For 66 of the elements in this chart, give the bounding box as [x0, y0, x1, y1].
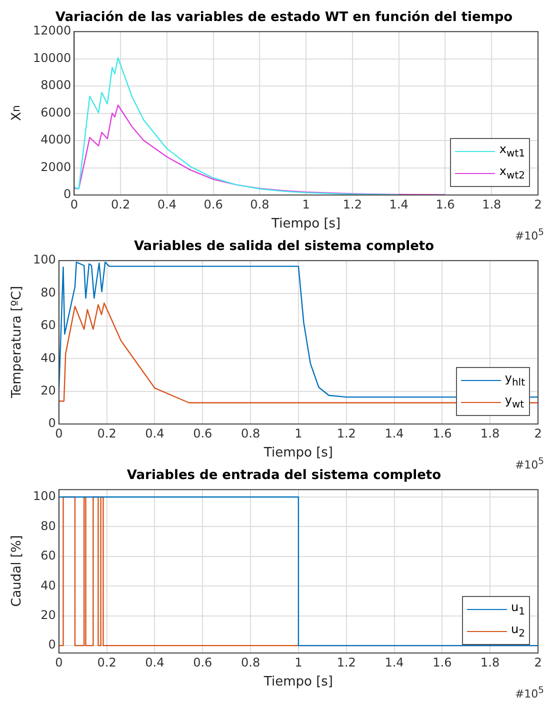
legend-label: x$_{wt1}$	[499, 141, 525, 162]
y-tick-label: 6000	[40, 105, 72, 120]
x-axis-title: Tiempo [s]	[270, 216, 341, 232]
x-tick-label: 1.8	[482, 197, 502, 212]
y-tick-label: 20	[40, 608, 56, 622]
x-tick-label: 0.4	[145, 426, 164, 440]
x-tick-label: 2	[534, 655, 542, 670]
y-tick-label: 10000	[32, 50, 72, 65]
y-tick-label: 2000	[40, 160, 72, 174]
x-tick-label: 1	[294, 655, 302, 670]
y-tick-label: 20	[40, 383, 56, 398]
x-tick-label: 1	[302, 197, 310, 212]
y-tick-label: 100	[33, 252, 56, 267]
y-tick-label: 8000	[40, 78, 72, 92]
y-tick-label: 60	[40, 548, 56, 563]
x-tick-label: 1.2	[342, 197, 362, 212]
y-tick-label: 12000	[32, 24, 72, 38]
x-tick-label: 0.2	[111, 197, 130, 212]
y-axis-title: Temperatura [ºC]	[10, 286, 24, 398]
x-tick-label: 0.6	[193, 426, 212, 440]
x-axis-title: Tiempo [s]	[262, 446, 333, 461]
y-tick-label: 0	[48, 416, 56, 430]
x-tick-label: 1	[294, 426, 302, 440]
y-tick-label: 40	[40, 578, 56, 592]
x-tick-label: 1.6	[432, 426, 452, 440]
x-tick-label: 0.6	[204, 197, 223, 212]
x-tick-label: 1.8	[480, 655, 500, 670]
x-tick-label: 0.8	[240, 655, 260, 670]
y-tick-label: 100	[33, 489, 56, 504]
x-tick-label: 1.4	[384, 426, 404, 440]
x-tick-label: 1.2	[336, 655, 356, 670]
legend-label: x$_{wt2}$	[499, 162, 525, 183]
legend-label: u$_{1}$	[511, 599, 525, 620]
x-tick-label: 1.6	[432, 655, 452, 670]
legend-label: y$_{hlt}$	[504, 370, 525, 391]
x-tick-label: 0.8	[240, 426, 260, 440]
x-tick-label: 0.2	[97, 426, 116, 440]
x-axis-title: Tiempo [s]	[262, 674, 333, 690]
y-axis-title: Caudal [%]	[10, 535, 24, 608]
chart-title: Variables de entrada del sistema completo	[126, 468, 442, 484]
chart-title: Variables de salida del sistema completo	[134, 239, 434, 254]
x-tick-label: 1.4	[384, 655, 404, 670]
x-tick-label: 1.6	[436, 197, 455, 212]
y-tick-label: 80	[40, 285, 56, 300]
x-tick-label: 2	[534, 197, 542, 212]
legend-label: u$_{2}$	[511, 620, 525, 641]
y-tick-label: 0	[48, 638, 56, 652]
chart-title: Variación de las variables de estado WT en función del tiempo	[55, 10, 513, 26]
x-tick-label: 0.6	[193, 655, 212, 670]
text: #10$^{5}$	[514, 456, 544, 472]
x-tick-label: 0.8	[250, 197, 270, 212]
y-tick-label: 60	[40, 318, 56, 332]
x-tick-label: 1.4	[389, 197, 408, 212]
text: #10$^{5}$	[514, 227, 544, 243]
x-tick-label: 0.4	[157, 197, 176, 212]
x-tick-label: 1.8	[480, 426, 500, 440]
y-tick-label: 80	[40, 518, 56, 533]
y-tick-label: 0	[64, 187, 72, 202]
x-tick-label: 0.4	[145, 655, 164, 670]
x-tick-label: 0.2	[97, 655, 116, 670]
y-tick-label: 4000	[40, 132, 72, 147]
y-tick-label: 40	[40, 350, 56, 365]
legend-label: y$_{wt}$	[504, 392, 524, 412]
text: #10$^{5}$	[514, 685, 544, 701]
x-tick-label: 1.2	[336, 426, 356, 440]
x-tick-label: 2	[534, 426, 542, 440]
